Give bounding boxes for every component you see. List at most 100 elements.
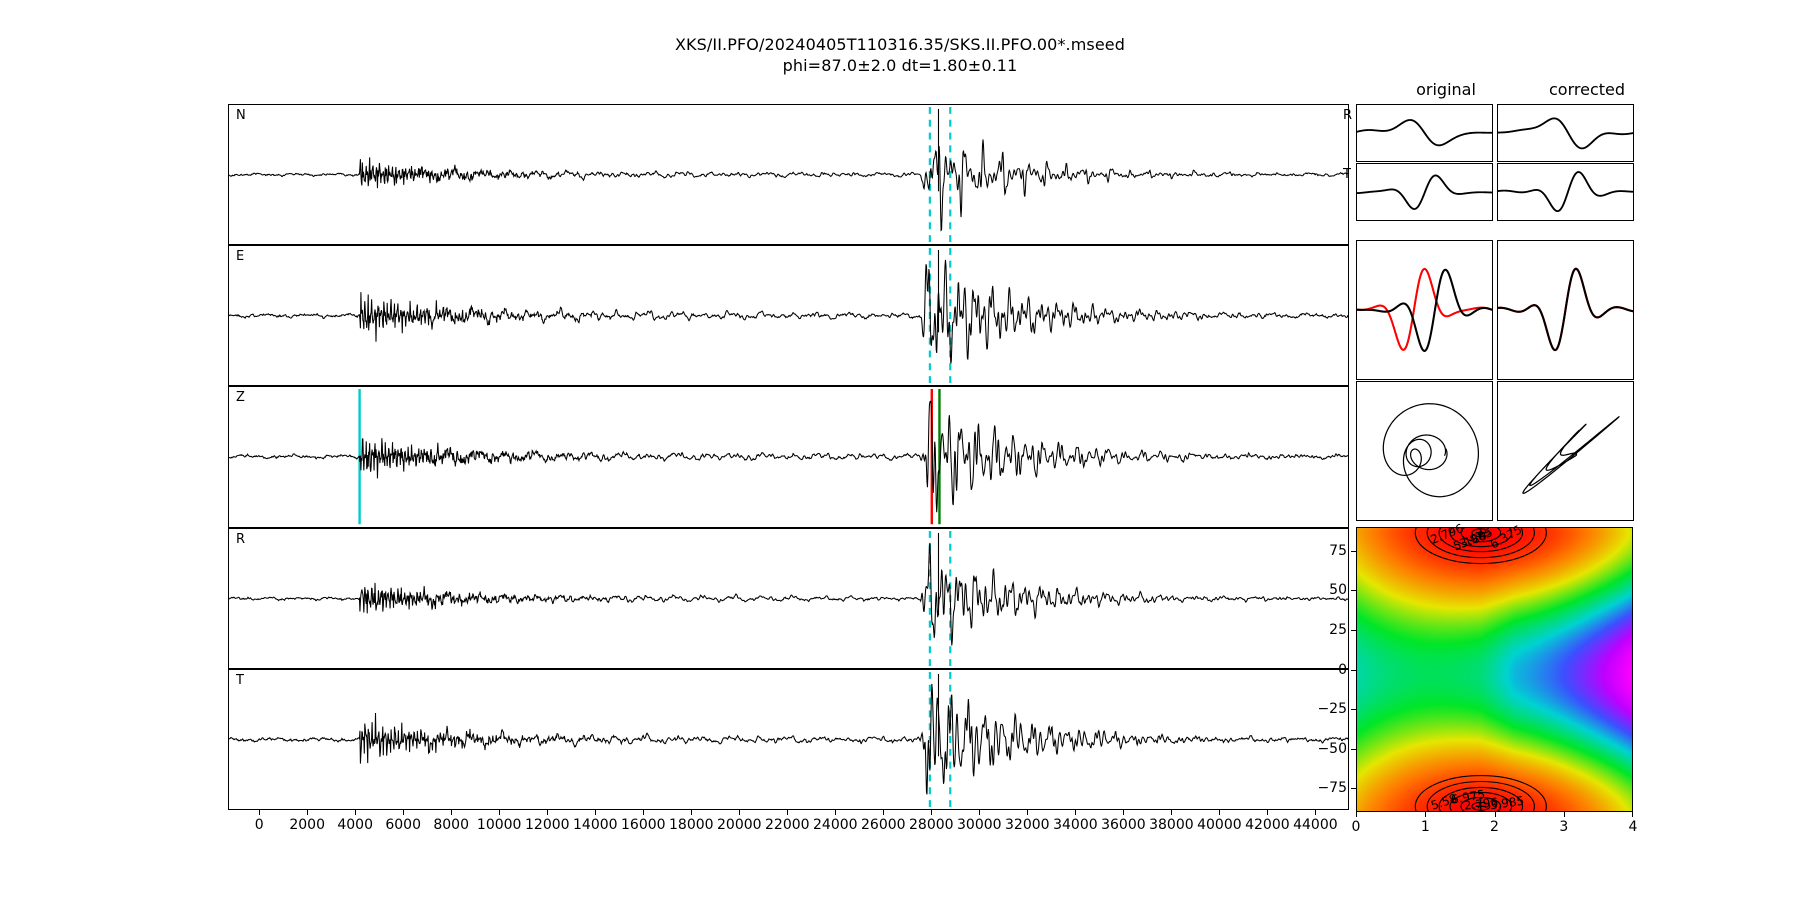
fast-slow-overlay-original xyxy=(1357,267,1492,352)
phi-tick xyxy=(1351,748,1356,750)
wavelet-r-original xyxy=(1357,119,1492,147)
x-tick xyxy=(499,810,501,815)
x-tick xyxy=(403,810,405,815)
column-header-original: original xyxy=(1416,80,1476,99)
column-header-corrected: corrected xyxy=(1548,80,1626,99)
particle-motion-corrected-panel[interactable] xyxy=(1497,381,1634,521)
x-tick-label: 34000 xyxy=(1053,817,1098,833)
x-tick-label: 24000 xyxy=(813,817,858,833)
radial-original-panel[interactable]: R xyxy=(1343,104,1493,162)
x-tick-label: 28000 xyxy=(909,817,954,833)
x-tick-label: 12000 xyxy=(525,817,570,833)
dt-tick xyxy=(1632,812,1633,817)
phi-tick xyxy=(1351,590,1356,592)
x-tick-label: 26000 xyxy=(861,817,906,833)
x-tick-label: 30000 xyxy=(957,817,1002,833)
dt-tick-label: 0 xyxy=(1351,819,1361,835)
x-tick xyxy=(979,810,981,815)
x-tick-label: 10000 xyxy=(476,817,522,833)
particle-motion-corrected xyxy=(1522,416,1620,494)
time-axis: 0 2000 4000 6000 8000 10000 12000 14000 16000 180… xyxy=(228,810,1349,844)
contour-ring xyxy=(1460,796,1502,811)
wavelet-r-corrected xyxy=(1498,117,1633,150)
wavelet-t-corrected xyxy=(1498,171,1633,213)
title-line-splitting-parameters: phi=87.0±2.0 dt=1.80±0.11 xyxy=(782,56,1018,75)
dt-tick xyxy=(1356,812,1357,817)
phi-tick xyxy=(1351,788,1356,790)
wavelet-t-original xyxy=(1357,174,1492,210)
small-panel-label-t: T xyxy=(1343,167,1351,182)
x-tick xyxy=(451,810,453,815)
x-tick-label: 18000 xyxy=(669,817,714,833)
dt-tick-label: 1 xyxy=(1420,819,1430,835)
energy-minimum-marker xyxy=(1475,528,1486,537)
x-tick xyxy=(1315,810,1317,815)
trace-panel-e[interactable]: E xyxy=(228,245,1349,387)
radial-corrected-panel[interactable] xyxy=(1497,104,1634,162)
x-tick-label: 6000 xyxy=(385,817,422,833)
waveform-r xyxy=(229,530,1348,666)
contour-ring xyxy=(1438,786,1524,811)
trace-label-n: N xyxy=(236,108,246,123)
x-tick xyxy=(835,810,837,815)
energy-grid-search-map[interactable] xyxy=(1356,527,1633,812)
x-tick-label: 44000 xyxy=(1293,817,1338,833)
dt-tick xyxy=(1425,812,1427,817)
phi-tick-label: 0 xyxy=(1338,661,1347,678)
x-tick xyxy=(1267,810,1269,815)
contour-ring xyxy=(1426,528,1535,559)
trace-panel-r[interactable]: R xyxy=(228,527,1349,669)
x-tick-label: 4000 xyxy=(337,817,374,833)
seismogram-panel-stack: N E Z R T xyxy=(228,104,1349,810)
x-tick-label: 0 xyxy=(254,817,264,833)
transverse-corrected-panel[interactable] xyxy=(1497,163,1634,221)
contour-ring xyxy=(1438,528,1524,553)
energy-minimum-marker xyxy=(1475,802,1486,811)
phi-tick xyxy=(1351,550,1356,552)
particle-motion-original xyxy=(1382,403,1480,498)
x-tick xyxy=(1123,810,1125,815)
energy-map-dt-axis: 0 1 2 3 4 xyxy=(1352,812,1637,842)
x-tick xyxy=(259,810,261,815)
particle-motion-original-panel[interactable] xyxy=(1356,381,1493,521)
dt-tick xyxy=(1494,812,1496,817)
contour-lines xyxy=(1414,528,1547,811)
x-tick xyxy=(1219,810,1221,815)
x-tick-label: 8000 xyxy=(433,817,470,833)
x-tick xyxy=(643,810,645,815)
trace-panel-z[interactable]: Z xyxy=(228,386,1349,528)
trace-panel-n[interactable]: N xyxy=(228,104,1349,246)
waveform-t xyxy=(229,671,1348,808)
title-line-filename: XKS/II.PFO/20240405T110316.35/SKS.II.PFO… xyxy=(675,35,1125,54)
contour-ring xyxy=(1460,528,1502,543)
x-tick-label: 32000 xyxy=(1005,817,1050,833)
phi-tick-label: 75 xyxy=(1329,542,1347,559)
trace-label-e: E xyxy=(236,249,245,265)
x-tick-label: 20000 xyxy=(717,817,762,833)
waveform-n xyxy=(229,106,1348,243)
fast-slow-original-panel[interactable] xyxy=(1356,240,1493,380)
phi-tick xyxy=(1351,709,1356,711)
fast-slow-corrected-panel[interactable] xyxy=(1497,240,1634,380)
phi-tick xyxy=(1351,629,1356,631)
contour-ring xyxy=(1414,775,1547,811)
phi-tick-label: −50 xyxy=(1317,740,1347,757)
trace-label-t: T xyxy=(236,672,244,688)
x-tick xyxy=(307,810,309,815)
figure-title: XKS/II.PFO/20240405T110316.35/SKS.II.PFO… xyxy=(0,34,1800,76)
trace-panel-t[interactable]: T xyxy=(228,668,1349,810)
x-tick xyxy=(739,810,741,815)
x-tick-label: 38000 xyxy=(1149,817,1194,833)
phi-tick-label: −25 xyxy=(1317,701,1347,718)
x-tick xyxy=(1075,810,1077,815)
phi-tick-label: 25 xyxy=(1329,621,1347,638)
energy-surface-canvas xyxy=(1357,528,1632,811)
contour-ring xyxy=(1449,528,1513,548)
x-tick-label: 40000 xyxy=(1197,817,1242,833)
transverse-original-panel[interactable]: T xyxy=(1343,163,1493,221)
x-tick-label: 2000 xyxy=(289,817,326,833)
phi-tick-label: −75 xyxy=(1317,780,1347,797)
waveform-e xyxy=(229,248,1348,384)
x-tick xyxy=(883,810,885,815)
x-tick xyxy=(931,810,933,815)
